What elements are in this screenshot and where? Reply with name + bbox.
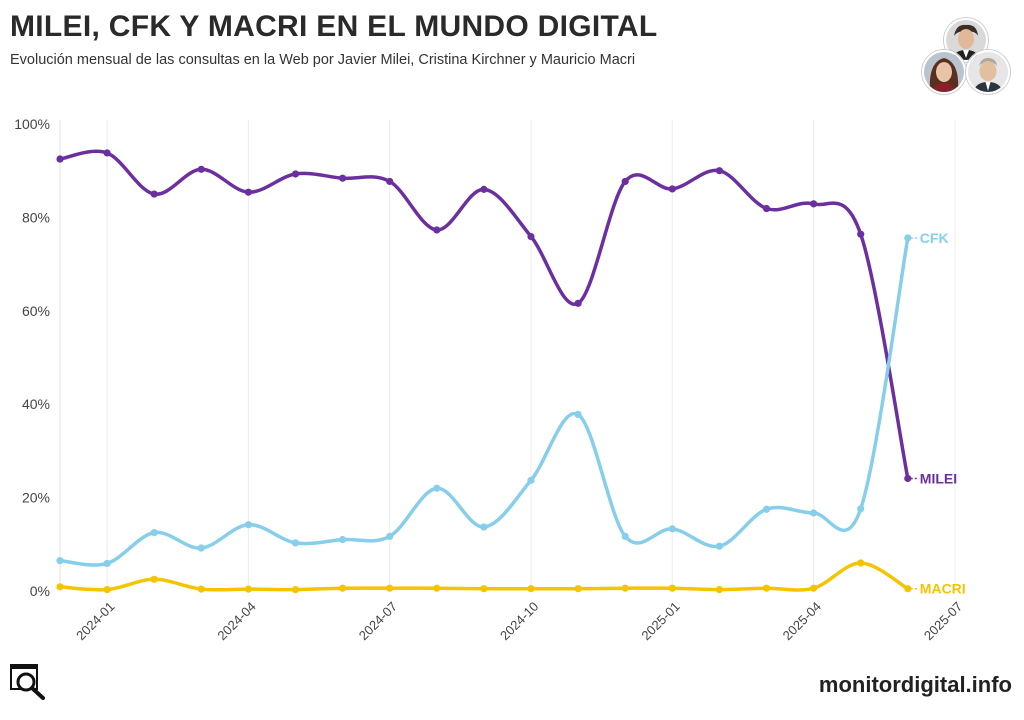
series-lines (56, 149, 912, 594)
data-point-macri (244, 585, 252, 593)
data-point-cfk (668, 525, 676, 533)
page-subtitle: Evolución mensual de las consultas en la… (10, 52, 636, 68)
data-point-cfk (433, 484, 441, 492)
data-point-milei (715, 167, 724, 175)
x-tick-label: 2025-07 (921, 599, 965, 643)
series-end-labels: MILEI CFK MACRI (910, 230, 966, 597)
portrait-cfk-icon (924, 52, 964, 92)
data-point-cfk (621, 532, 629, 540)
data-point-cfk (150, 529, 158, 537)
data-point-macri (103, 585, 111, 594)
data-point-cfk (857, 505, 865, 513)
data-point-cfk (244, 521, 252, 529)
data-point-macri (150, 575, 158, 583)
data-point-macri (56, 583, 64, 591)
series-label-macri: MACRI (920, 581, 966, 597)
x-tick-label: 2024-04 (214, 599, 258, 643)
avatar-macri (966, 50, 1010, 94)
data-point-cfk (103, 559, 111, 568)
portrait-macri-icon (968, 52, 1008, 92)
series-line-cfk (58, 236, 910, 567)
data-point-milei (904, 474, 912, 483)
series-line-milei (58, 149, 910, 481)
series-label-cfk: CFK (920, 230, 949, 246)
y-tick-label: 100% (14, 116, 50, 132)
y-tick-label: 60% (22, 303, 50, 319)
data-point-macri (857, 559, 865, 567)
data-point-macri (433, 584, 441, 592)
x-axis: 2024-01 2024-04 2024-07 2024-10 2025-01 2025-… (73, 599, 965, 643)
y-tick-label: 40% (22, 396, 50, 412)
data-point-macri (291, 585, 300, 594)
data-point-cfk (527, 476, 535, 484)
data-point-cfk (56, 557, 64, 565)
data-point-milei (527, 232, 535, 241)
data-point-milei (386, 177, 394, 186)
x-tick-label: 2024-01 (73, 599, 117, 643)
data-point-milei (197, 165, 205, 173)
x-tick-label: 2024-10 (497, 599, 541, 643)
data-point-macri (762, 584, 771, 592)
data-point-milei (810, 200, 818, 208)
y-tick-label: 20% (22, 490, 50, 506)
data-point-cfk (480, 523, 488, 531)
data-point-milei (621, 177, 629, 186)
page-title: MILEI, CFK Y MACRI EN EL MUNDO DIGITAL (10, 10, 658, 43)
data-point-milei (56, 155, 64, 163)
chart-gridlines (59, 120, 956, 591)
data-point-macri (621, 584, 629, 592)
data-point-cfk (715, 542, 724, 550)
data-point-cfk (904, 234, 912, 242)
data-point-macri (339, 584, 347, 592)
brand-name[interactable]: monitordigital.info (818, 672, 1012, 697)
data-point-milei (857, 230, 865, 238)
x-tick-label: 2025-04 (780, 599, 824, 643)
data-point-milei (339, 174, 347, 182)
data-point-milei (480, 185, 488, 193)
data-point-milei (244, 188, 252, 196)
data-point-cfk (339, 536, 347, 544)
data-point-milei (150, 190, 158, 198)
data-point-cfk (386, 532, 394, 540)
y-axis: 0% 20% 40% 60% 80% 100% (14, 116, 50, 599)
data-point-macri (904, 585, 912, 593)
data-point-milei (103, 149, 111, 157)
x-tick-label: 2024-07 (356, 599, 400, 643)
series-milei (56, 149, 912, 483)
data-point-milei (433, 226, 441, 234)
data-point-milei (762, 204, 771, 213)
data-point-macri (527, 585, 535, 593)
avatar-cfk (922, 50, 966, 94)
data-point-cfk (762, 505, 771, 513)
series-cfk (56, 234, 912, 568)
data-point-cfk (810, 509, 818, 517)
avatar-group (918, 18, 1010, 96)
data-point-macri (668, 584, 676, 592)
data-point-macri (197, 585, 205, 593)
data-point-macri (810, 584, 818, 592)
y-tick-label: 0% (30, 583, 50, 599)
data-point-milei (574, 299, 582, 307)
y-tick-label: 80% (22, 209, 50, 225)
series-macri (56, 559, 912, 594)
data-point-macri (574, 585, 582, 593)
data-point-cfk (291, 539, 300, 547)
series-label-milei: MILEI (920, 470, 957, 486)
data-point-milei (291, 170, 300, 178)
data-point-macri (386, 584, 394, 592)
data-point-macri (715, 585, 724, 594)
x-tick-label: 2025-01 (638, 599, 682, 643)
data-point-milei (668, 185, 676, 193)
magnifier-logo-icon (10, 664, 45, 700)
data-point-macri (480, 585, 488, 593)
data-point-cfk (197, 544, 205, 552)
data-point-cfk (574, 410, 582, 419)
